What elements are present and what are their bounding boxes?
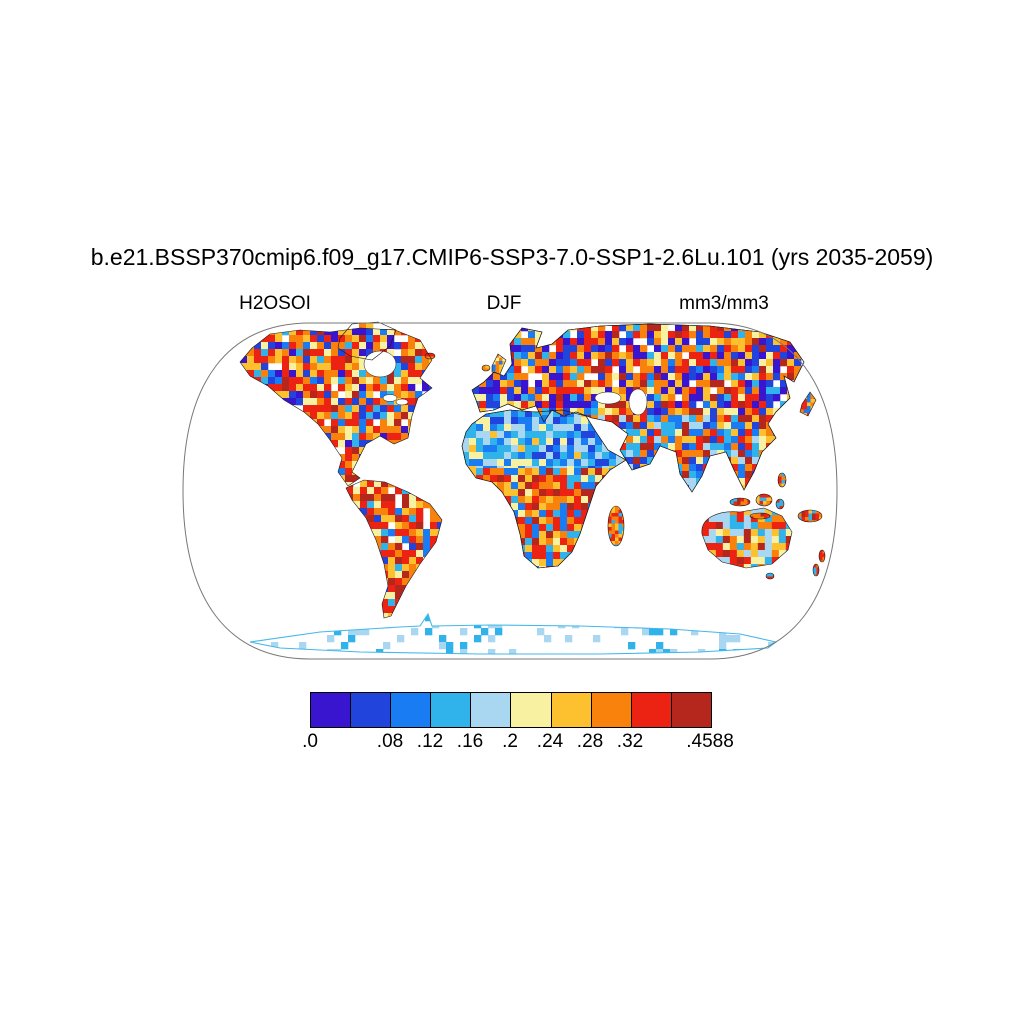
data-tiles-madagascar [608, 506, 624, 546]
coastline-south-america [345, 479, 443, 619]
coastline-eurasia-south [471, 323, 805, 493]
coastline-borneo [755, 493, 773, 507]
world-map [182, 321, 838, 660]
colorbar-cell [630, 693, 671, 727]
coastline-new-zealand-north [818, 549, 826, 563]
colorbar [310, 692, 712, 728]
colorbar-tick-label: .16 [456, 731, 484, 752]
data-tiles-eurasia-north [472, 324, 804, 416]
lake [382, 394, 398, 402]
lake [628, 388, 648, 416]
coastline-tasmania [765, 572, 775, 580]
colorbar-tick-label: .2 [502, 731, 518, 752]
colorbar-cell [550, 693, 591, 727]
season-label: DJF [486, 293, 522, 314]
coastline-antarctica [249, 612, 778, 655]
coastline-iceland [424, 352, 436, 360]
coastline-java [749, 512, 771, 520]
units-label: mm3/mm3 [679, 293, 769, 314]
data-tiles-antarctica [271, 614, 776, 654]
colorbar-tick-label: .32 [616, 731, 644, 752]
coastline-north-america [239, 327, 433, 487]
data-tiles-ireland [482, 365, 490, 371]
coastline-sumatra [729, 497, 751, 507]
data-tiles-australia [701, 508, 792, 568]
coastline-australia [701, 507, 793, 569]
colorbar-cell [350, 693, 391, 727]
colorbar-cell [311, 693, 351, 727]
lake [395, 398, 409, 406]
coastline-new-zealand-south [812, 563, 820, 577]
colorbar-tick-label: .0 [302, 731, 318, 752]
coastline-africa-south [461, 409, 627, 569]
colorbar-tick-label: .12 [416, 731, 444, 752]
plot-title: b.e21.BSSP370cmip6.f09_g17.CMIP6-SSP3-7.… [90, 244, 934, 270]
data-tiles-south-america [346, 480, 442, 618]
projection-boundary [182, 322, 838, 660]
coastline-new-guinea [797, 509, 823, 523]
colorbar-cell [670, 693, 711, 727]
colorbar-cell [590, 693, 631, 727]
coastline-sulawesi [775, 498, 785, 510]
colorbar-cell [470, 693, 511, 727]
lake [594, 391, 622, 405]
data-tiles-africa-south [462, 468, 626, 568]
colorbar-tick-label: .24 [536, 731, 564, 752]
coastline-japan [799, 391, 817, 417]
coastline-ireland [481, 364, 491, 372]
coastline-philippines [777, 472, 787, 488]
colorbar-tick-label: .08 [376, 731, 404, 752]
colorbar-cell [510, 693, 551, 727]
lake [363, 350, 397, 378]
colorbar-cell [390, 693, 431, 727]
data-tiles-tasmania [766, 573, 774, 579]
data-tiles-java [750, 513, 770, 519]
colorbar-cell [430, 693, 471, 727]
colorbar-tick-label: .4588 [686, 731, 734, 752]
variable-label: H2OSOI [239, 293, 311, 314]
coastline-madagascar [607, 505, 625, 547]
coastline-uk [491, 353, 507, 375]
data-tiles-north-america [240, 328, 432, 486]
colorbar-ticks: .0 .08 .12 .16 .2 .24 .28 .32 .4588 [302, 731, 734, 755]
data-tiles-sumatra [730, 498, 750, 506]
colorbar-tick-label: .28 [576, 731, 604, 752]
